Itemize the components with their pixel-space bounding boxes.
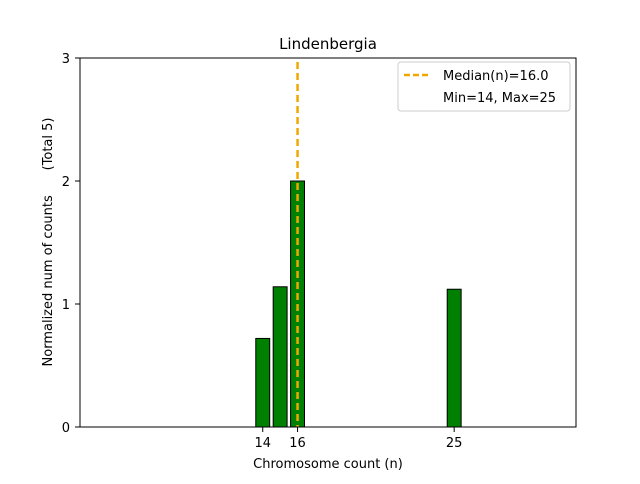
- x-axis-label: Chromosome count (n): [253, 457, 403, 472]
- x-axis-ticks: 14 16 25: [254, 427, 462, 451]
- legend-box: [397, 61, 571, 112]
- y-tick-label-1: 1: [62, 298, 70, 313]
- bar-14: [255, 337, 271, 428]
- y-axis-ticks: 0 1 2 3: [62, 52, 80, 436]
- bars-layer: [255, 180, 462, 428]
- bar-15: [272, 286, 288, 428]
- legend: Median(n)=16.0 Min=14, Max=25: [397, 61, 571, 112]
- y-tick-label-3: 3: [62, 52, 70, 67]
- x-tick-label-14: 14: [254, 436, 271, 451]
- bar-25: [446, 288, 462, 428]
- y-tick-label-0: 0: [62, 421, 70, 436]
- x-tick-label-16: 16: [289, 436, 306, 451]
- y-axis-label: Normalized num of counts (Total 5): [41, 118, 56, 367]
- legend-entry-median: Median(n)=16.0: [443, 69, 549, 84]
- plot-area-frame: [79, 57, 577, 428]
- chart-title: Lindenbergia: [279, 35, 377, 53]
- x-tick-label-25: 25: [446, 436, 463, 451]
- y-tick-label-2: 2: [62, 175, 70, 190]
- legend-entry-min-max: Min=14, Max=25: [443, 91, 556, 106]
